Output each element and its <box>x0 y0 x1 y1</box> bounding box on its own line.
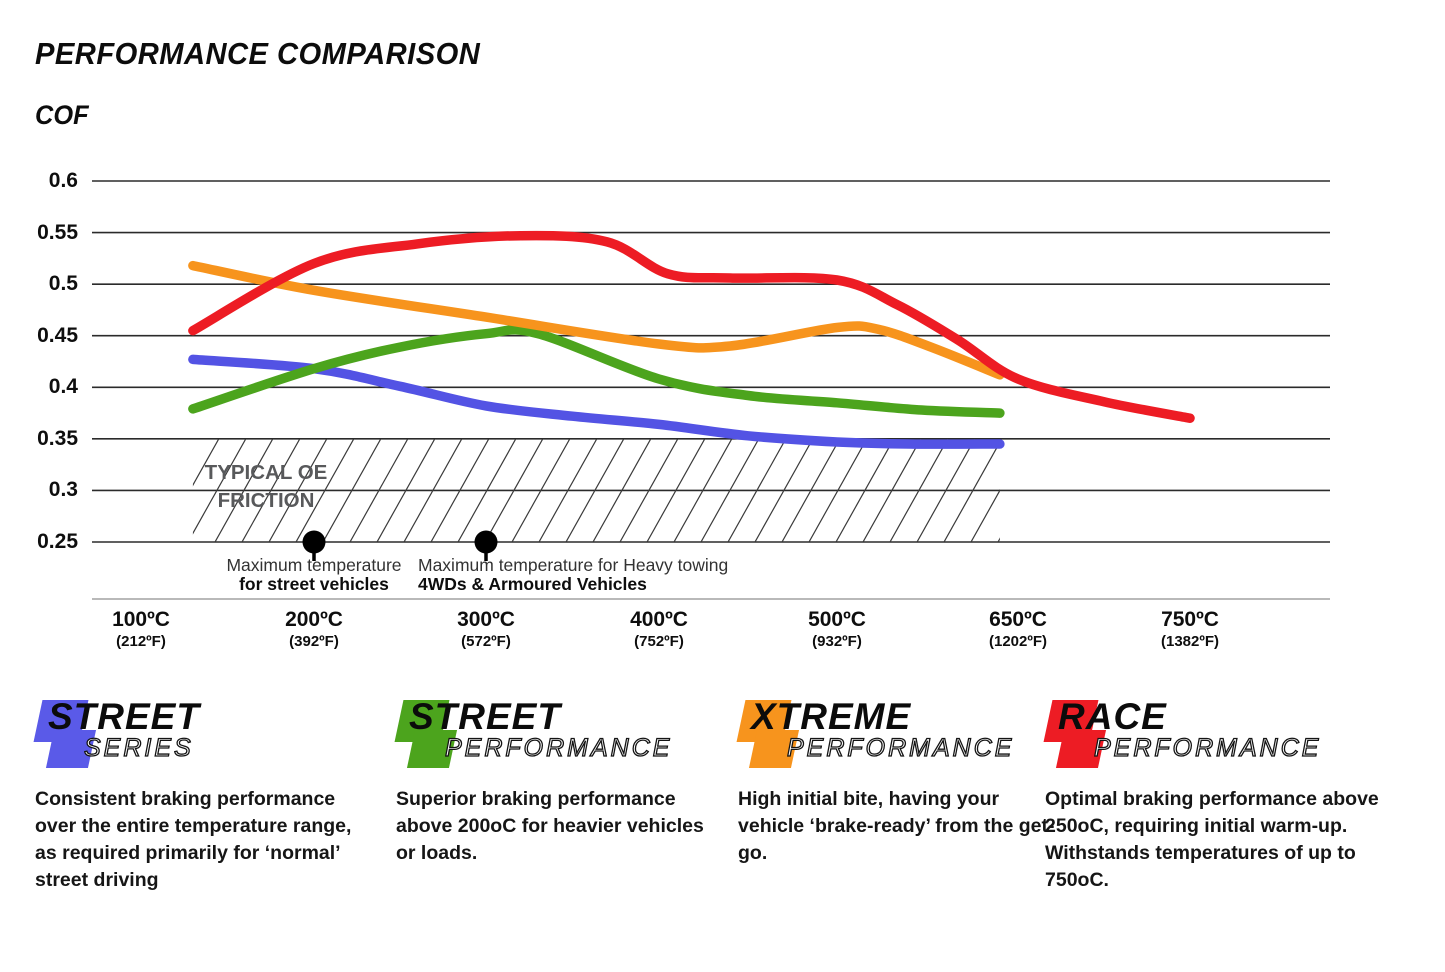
series-street-performance <box>188 325 1005 418</box>
page-title: PERFORMANCE COMPARISON <box>35 36 481 71</box>
x-tick-fahrenheit: (212ºF) <box>116 633 166 650</box>
y-axis-title: COF <box>35 100 89 130</box>
y-tick-label: 0.35 <box>37 426 78 450</box>
brand-subname: PERFORMANCE <box>786 733 1015 762</box>
x-tick-label: 500ºC (932ºF) <box>767 608 907 650</box>
x-tick-fahrenheit: (1382ºF) <box>1160 633 1219 650</box>
marker-dot <box>302 530 326 554</box>
brand-subname: PERFORMANCE <box>444 733 673 762</box>
x-tick-celsius: 650ºC <box>989 608 1047 631</box>
legend-item-street-series: STREET SERIES Consistent braking perform… <box>33 696 367 894</box>
brand-name: XTREME <box>751 696 912 737</box>
x-tick-fahrenheit: (752ºF) <box>634 633 684 650</box>
annotation-line2: 4WDs & Armoured Vehicles <box>418 573 647 594</box>
x-tick-fahrenheit: (392ºF) <box>289 633 339 650</box>
y-tick-label: 0.4 <box>48 375 78 399</box>
brand-subname: SERIES <box>83 733 194 762</box>
legend-item-race-performance: RACE PERFORMANCE Optimal braking perform… <box>1043 696 1387 894</box>
x-tick-celsius: 750ºC <box>1161 608 1219 631</box>
annotation-line1: Maximum temperature <box>226 555 402 575</box>
annotation: Maximum temperature for Heavy towing 4WDs… <box>418 556 758 593</box>
x-tick-label: 400ºC (752ºF) <box>589 608 729 650</box>
x-tick-fahrenheit: (932ºF) <box>812 633 862 650</box>
street-performance-logo: STREET PERFORMANCE <box>394 696 728 773</box>
oe-friction-label: TYPICAL OE FRICTION <box>191 459 341 515</box>
annotation-line2: for street vehicles <box>239 573 389 594</box>
x-tick-fahrenheit: (1202ºF) <box>988 633 1047 650</box>
brand-name: STREET <box>48 696 200 737</box>
brand-description: Optimal braking performance above 250oC,… <box>1045 788 1379 891</box>
xtreme-performance-logo: XTREME PERFORMANCE <box>736 696 1070 773</box>
race-performance-logo: RACE PERFORMANCE <box>1043 696 1387 773</box>
brand-name: RACE <box>1058 696 1167 737</box>
x-tick-label: 650ºC (1202ºF) <box>948 608 1088 650</box>
y-tick-label: 0.5 <box>48 272 78 296</box>
x-tick-label: 200ºC (392ºF) <box>244 608 384 650</box>
annotation: Maximum temperature for street vehicles <box>199 556 429 593</box>
series-race-performance <box>188 230 1195 423</box>
brand-name: STREET <box>409 696 561 737</box>
x-tick-celsius: 200ºC <box>285 608 343 631</box>
y-tick-label: 0.25 <box>37 530 78 553</box>
y-tick-label: 0.45 <box>37 323 78 347</box>
oe-friction-label-line2: FRICTION <box>217 489 315 512</box>
x-tick-celsius: 100ºC <box>112 608 170 631</box>
street-series-logo: STREET SERIES <box>33 696 367 773</box>
y-tick-label: 0.6 <box>48 169 78 192</box>
series-xtreme-performance <box>188 260 1005 380</box>
series-street-series <box>188 354 1005 449</box>
brand-description: Superior braking performance above 200oC… <box>396 788 704 864</box>
x-tick-celsius: 500ºC <box>808 608 866 631</box>
x-tick-celsius: 300ºC <box>457 608 515 631</box>
y-tick-label: 0.55 <box>37 220 78 244</box>
oe-friction-label-line1: TYPICAL OE <box>204 461 328 484</box>
brand-description: High initial bite, having your vehicle ‘… <box>738 788 1055 864</box>
x-tick-label: 750ºC (1382ºF) <box>1120 608 1260 650</box>
x-tick-label: 100ºC (212ºF) <box>71 608 211 650</box>
x-tick-celsius: 400ºC <box>630 608 688 631</box>
brand-subname: PERFORMANCE <box>1093 733 1322 762</box>
x-tick-fahrenheit: (572ºF) <box>461 633 511 650</box>
marker-dot <box>474 530 498 554</box>
brand-description: Consistent braking performance over the … <box>35 788 352 891</box>
y-tick-label: 0.3 <box>48 478 78 502</box>
annotation-line1: Maximum temperature for Heavy towing <box>418 555 729 575</box>
legend-item-street-performance: STREET PERFORMANCE Superior braking perf… <box>394 696 728 867</box>
oe-friction-hatch <box>192 438 1000 543</box>
x-tick-label: 300ºC (572ºF) <box>416 608 556 650</box>
legend-item-xtreme-performance: XTREME PERFORMANCE High initial bite, ha… <box>736 696 1070 867</box>
